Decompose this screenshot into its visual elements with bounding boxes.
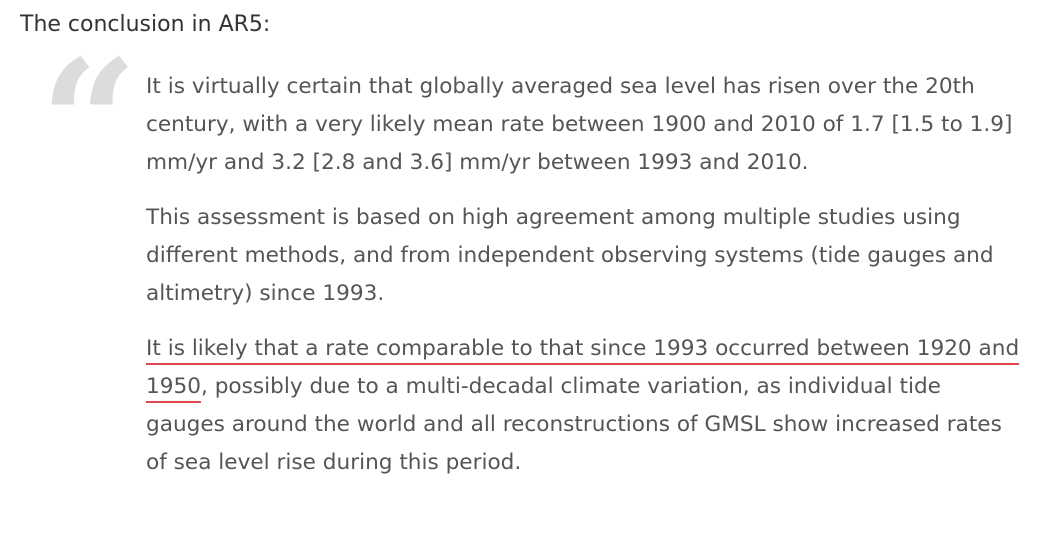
quote-paragraph: It is likely that a rate comparable to t… (146, 330, 1026, 482)
quote-mark: “ (40, 23, 138, 223)
underlined-text: It is likely that a rate comparable to t… (146, 336, 1020, 399)
quote-paragraph: It is virtually certain that globally av… (146, 74, 1013, 175)
quote-paragraph: This assessment is based on high agreeme… (146, 205, 994, 306)
blockquote: It is virtually certain that globally av… (146, 68, 1026, 499)
intro-text: The conclusion in AR5: (20, 12, 271, 37)
paragraph-text: , possibly due to a multi-decadal climat… (146, 374, 1002, 475)
